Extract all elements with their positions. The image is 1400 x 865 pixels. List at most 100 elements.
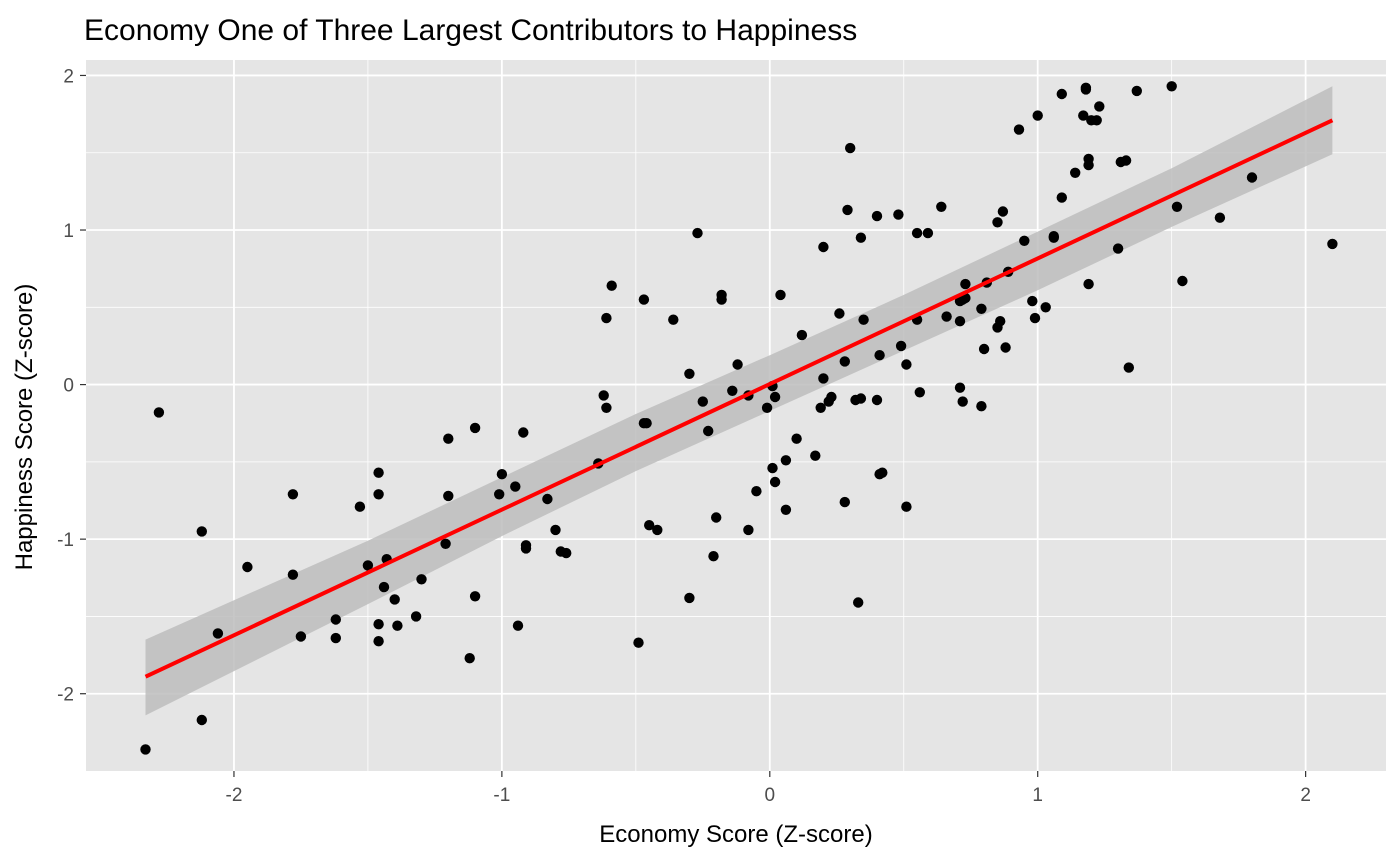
data-point <box>601 312 612 324</box>
regression-line <box>144 118 1334 679</box>
data-point <box>767 462 778 474</box>
data-point <box>936 201 947 212</box>
data-point <box>601 402 612 413</box>
y-tick-label: -1 <box>57 530 74 551</box>
data-point <box>976 401 987 412</box>
data-point <box>1246 172 1258 183</box>
data-point <box>287 489 299 500</box>
data-point <box>140 744 151 755</box>
data-point <box>954 382 966 393</box>
data-point <box>196 526 207 537</box>
y-tick-label: -2 <box>57 685 74 706</box>
data-point <box>997 206 1009 217</box>
data-point <box>1078 110 1089 121</box>
data-point <box>874 350 885 361</box>
data-point <box>561 547 572 559</box>
data-point <box>1214 212 1226 223</box>
data-point <box>1166 81 1177 92</box>
data-point <box>518 427 529 438</box>
data-point <box>1056 192 1068 203</box>
x-tick-label: 0 <box>765 785 776 806</box>
data-point <box>692 227 703 239</box>
data-point <box>818 373 829 384</box>
data-point <box>914 387 925 398</box>
data-point <box>362 560 374 571</box>
x-tick-label: 2 <box>1300 785 1311 806</box>
data-point <box>598 390 609 401</box>
fit-line-layer <box>144 118 1334 679</box>
data-point <box>871 210 883 222</box>
data-point <box>842 204 853 216</box>
data-point <box>1120 155 1132 166</box>
data-point <box>1027 295 1038 307</box>
data-point <box>510 481 521 492</box>
data-point <box>196 714 207 726</box>
data-point <box>410 611 422 622</box>
data-point <box>1070 167 1081 178</box>
data-point <box>469 591 481 602</box>
data-point <box>922 227 934 239</box>
data-point <box>373 619 384 630</box>
data-point <box>845 142 856 154</box>
data-point <box>1171 201 1183 212</box>
data-point <box>839 356 850 367</box>
data-point <box>978 343 990 355</box>
data-point <box>858 314 869 325</box>
data-point <box>443 433 454 444</box>
data-point <box>633 637 644 648</box>
data-point <box>815 402 826 413</box>
data-point <box>153 407 165 418</box>
data-point <box>1083 153 1094 165</box>
x-tick-label: 1 <box>1032 785 1043 806</box>
data-point <box>392 620 403 631</box>
data-point <box>995 316 1006 327</box>
y-axis-label: Happiness Score (Z-score) <box>11 284 38 571</box>
axes: -2 -1 0 1 2 -2 -1 0 1 2 <box>57 66 1311 806</box>
data-point <box>1177 275 1188 287</box>
data-point <box>853 597 864 608</box>
data-point <box>818 241 829 253</box>
data-point <box>911 227 923 239</box>
data-point <box>810 450 821 461</box>
data-point <box>751 486 762 497</box>
data-point <box>1123 362 1135 373</box>
data-point <box>960 278 971 290</box>
data-point <box>761 402 773 413</box>
data-point <box>668 314 679 325</box>
data-point <box>1040 302 1051 313</box>
data-point <box>373 467 384 478</box>
data-point <box>992 217 1003 228</box>
data-point <box>1013 124 1025 135</box>
data-point <box>775 289 786 301</box>
data-point <box>389 594 400 605</box>
data-point <box>684 368 695 379</box>
confidence-band <box>145 86 1333 716</box>
data-point <box>1048 232 1060 243</box>
data-point <box>440 538 451 549</box>
data-point <box>941 311 952 322</box>
data-point <box>641 418 652 429</box>
data-point <box>708 551 719 562</box>
data-point <box>1327 238 1338 250</box>
data-point <box>1019 235 1030 246</box>
data-point <box>354 501 366 512</box>
data-point <box>684 592 695 604</box>
data-point <box>871 394 883 406</box>
data-point <box>839 496 850 508</box>
data-point <box>512 620 524 631</box>
chart-title: Economy One of Three Largest Contributor… <box>84 14 857 47</box>
data-point <box>330 614 341 625</box>
data-point <box>638 294 650 305</box>
data-point <box>373 636 384 647</box>
data-point <box>954 316 966 327</box>
data-point <box>1091 115 1102 126</box>
y-tick-label: 0 <box>63 376 74 397</box>
data-point <box>855 393 867 404</box>
data-point <box>727 385 738 396</box>
data-point <box>242 561 253 573</box>
data-point <box>416 574 427 585</box>
data-point <box>791 433 802 444</box>
data-point <box>780 455 792 466</box>
